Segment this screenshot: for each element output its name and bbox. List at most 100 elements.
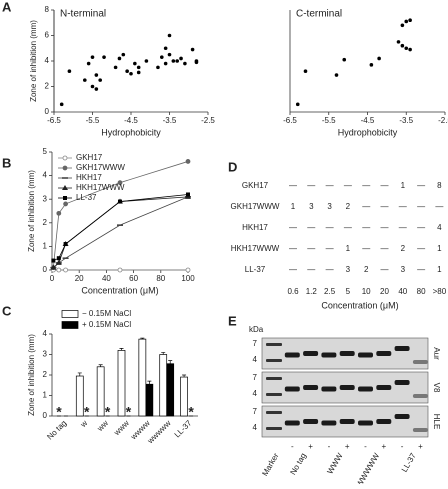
marker-label: 7: [253, 407, 258, 416]
sample-band: [321, 420, 337, 426]
marker-label: 7: [253, 373, 258, 382]
strip-label: V8: [432, 383, 441, 393]
point: [400, 43, 405, 48]
cell: —: [381, 265, 389, 274]
cell: —: [417, 202, 425, 211]
x-tick-label: -4.5: [361, 116, 375, 125]
column-label: 1.2: [306, 287, 318, 296]
point: [167, 33, 172, 38]
y-axis-label: kDa: [249, 325, 264, 334]
legend-swatch: [61, 321, 79, 329]
point: [396, 40, 401, 44]
marker-band: [266, 393, 282, 396]
cell: —: [381, 223, 389, 232]
y-axis-label: Zone of inhibition (mm): [29, 20, 38, 102]
cell: 1: [291, 202, 296, 211]
column-label: 5: [346, 287, 351, 296]
y-axis-label: Zone of inhibition (mm): [27, 334, 36, 416]
x-axis-label: Concentration (μM): [81, 285, 158, 295]
cell: 1: [437, 265, 442, 274]
y-tick-label: 3: [43, 350, 48, 359]
y-tick-label: 6: [45, 31, 50, 40]
panel-letter: C: [2, 303, 12, 318]
marker: [117, 180, 123, 186]
cell: —: [307, 244, 315, 253]
bar: [75, 375, 84, 417]
y-tick-label: 2: [45, 82, 50, 91]
sample-band: [394, 346, 410, 351]
lane-sign: -: [364, 442, 367, 451]
point: [334, 73, 339, 77]
y-tick-label: 0: [45, 107, 50, 116]
y-tick-label: 4: [43, 171, 48, 180]
point: [404, 19, 409, 24]
legend-label: GKH17: [76, 153, 103, 162]
x-tick-label: 80: [156, 274, 165, 283]
cell: —: [326, 181, 334, 190]
cell: —: [326, 265, 334, 274]
legend-marker: [63, 196, 67, 200]
marker: [55, 259, 62, 265]
sample-band: [412, 394, 428, 398]
column-label: 10: [362, 287, 371, 296]
point: [67, 69, 72, 73]
point: [408, 18, 412, 23]
point: [125, 69, 129, 73]
row-label: HKH17WWW: [231, 244, 280, 253]
marker-band: [266, 359, 282, 362]
point: [163, 61, 168, 66]
x-axis-label: Concentration (μM): [321, 300, 398, 310]
plot-title: N-terminal: [60, 9, 106, 20]
cell: —: [289, 223, 297, 232]
row-label: GKH17WWW: [231, 202, 280, 211]
point: [86, 61, 91, 66]
cell: —: [417, 244, 425, 253]
marker-label: 7: [253, 339, 258, 348]
sample-band: [394, 414, 410, 419]
error-bar: [182, 374, 187, 378]
sample-band: [303, 419, 319, 424]
point: [98, 78, 102, 82]
marker: [63, 267, 68, 273]
strip-label: HLE: [432, 414, 441, 430]
sample-band: [339, 419, 355, 424]
row-label: HKH17: [242, 223, 268, 232]
marker: [63, 201, 68, 207]
y-tick-label: 5: [43, 147, 48, 156]
error-bar: [119, 348, 124, 351]
x-axis-label: Hydrophobicity: [101, 127, 161, 137]
point: [167, 52, 172, 57]
x-tick-label: 0: [50, 274, 55, 283]
point: [94, 87, 99, 91]
cell: 3: [327, 202, 332, 211]
legend-label: HKH17WWW: [76, 183, 125, 192]
cell: —: [362, 244, 370, 253]
cell: —: [435, 202, 443, 211]
marker: [185, 159, 191, 164]
marker: [117, 267, 123, 273]
marker: [51, 258, 56, 263]
cell: —: [326, 223, 334, 232]
sample-band: [284, 352, 300, 358]
cell: —: [417, 181, 425, 190]
x-tick-label: 40: [102, 274, 111, 283]
error-bar: [140, 337, 145, 340]
sample-band: [321, 352, 337, 358]
cell: 2: [346, 202, 351, 211]
annotation: *: [188, 404, 194, 420]
marker: [50, 264, 57, 270]
x-tick-label: -6.5: [283, 116, 297, 125]
annotation: *: [126, 404, 132, 420]
sample-band: [376, 385, 392, 390]
y-tick-label: 1: [43, 242, 48, 251]
point: [121, 52, 126, 57]
point: [133, 61, 137, 66]
point: [117, 56, 122, 61]
point: [194, 60, 199, 65]
x-tick-label: 100: [181, 274, 195, 283]
point: [90, 84, 95, 89]
x-tick-label: -2.5: [438, 116, 448, 125]
point: [408, 47, 412, 52]
point: [90, 55, 95, 59]
